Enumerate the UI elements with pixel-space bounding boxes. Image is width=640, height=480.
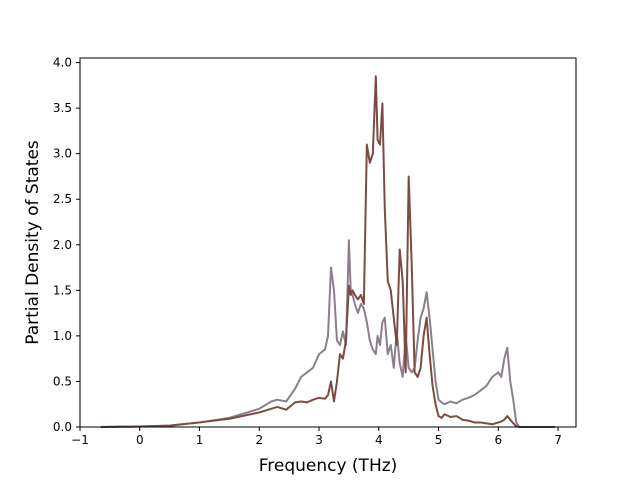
- y-tick-label: 4.0: [53, 56, 72, 70]
- y-tick-label: 2.5: [53, 192, 72, 206]
- y-tick-label: 3.5: [53, 101, 72, 115]
- series-line-2: [100, 75, 556, 428]
- plot-area: [80, 58, 576, 427]
- x-tick-label: 0: [136, 433, 144, 447]
- x-tick-label: 7: [554, 433, 562, 447]
- y-tick-label: 3.0: [53, 147, 72, 161]
- x-tick-label: 4: [375, 433, 383, 447]
- x-axis-label: Frequency (THz): [259, 456, 398, 476]
- y-axis-ticks: 0.0 0.5 1.0 1.5 2.0 2.5 3.0 3.5 4.0: [53, 56, 80, 434]
- series-line-1: [100, 239, 556, 428]
- x-axis-ticks: −1 0 1 2 3 4 5 6 7: [71, 427, 562, 447]
- y-tick-label: 0.5: [53, 374, 72, 388]
- y-tick-label: 0.0: [53, 420, 72, 434]
- x-tick-label: 1: [196, 433, 204, 447]
- y-tick-label: 1.0: [53, 329, 72, 343]
- x-tick-label: 6: [494, 433, 502, 447]
- x-tick-label: −1: [71, 433, 89, 447]
- series-layer: [100, 75, 556, 428]
- plot-frame: [79, 57, 577, 428]
- y-tick-label: 2.0: [53, 238, 72, 252]
- y-axis-label: Partial Density of States: [23, 140, 43, 345]
- x-tick-label: 2: [255, 433, 263, 447]
- x-tick-label: 3: [315, 433, 323, 447]
- y-tick-label: 1.5: [53, 283, 72, 297]
- x-tick-label: 5: [435, 433, 443, 447]
